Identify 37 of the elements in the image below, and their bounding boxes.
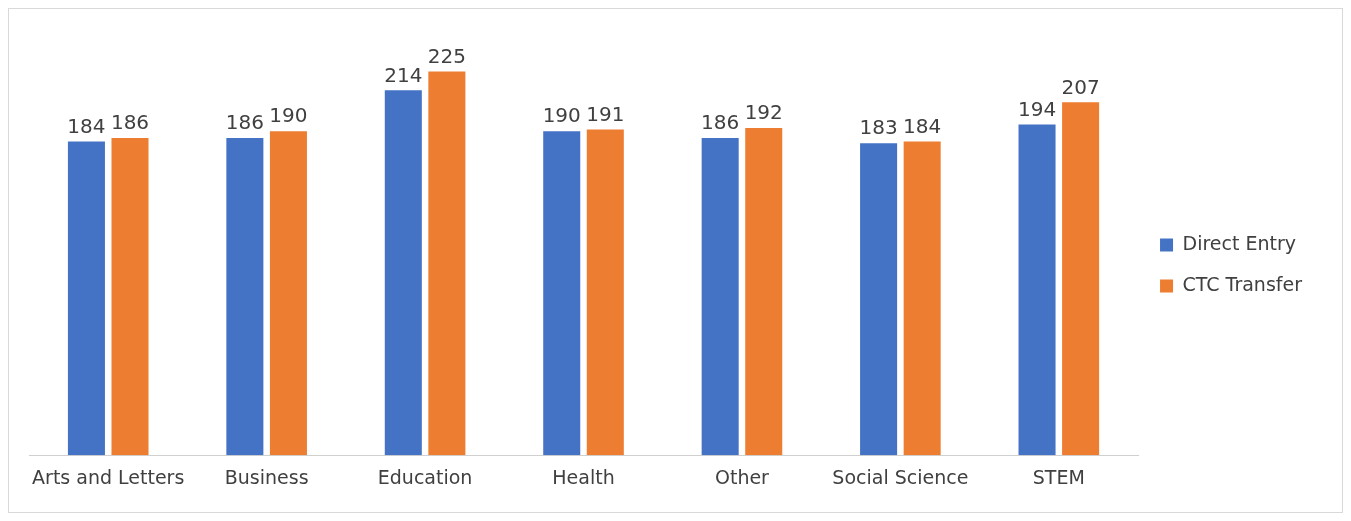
x-tick-label: Business xyxy=(224,465,309,488)
bar xyxy=(903,141,941,456)
bar xyxy=(543,131,581,456)
bar xyxy=(1062,102,1100,456)
bar xyxy=(860,143,898,456)
bar xyxy=(701,138,739,456)
bar xyxy=(111,138,149,456)
bar xyxy=(384,90,422,456)
bar xyxy=(1018,124,1056,456)
data-label: 186 xyxy=(225,110,264,135)
bar xyxy=(269,131,307,456)
data-label: 184 xyxy=(903,113,942,138)
bar xyxy=(586,129,624,456)
x-tick-label: Other xyxy=(714,465,770,488)
data-label: 186 xyxy=(701,110,740,135)
x-tick-label: Health xyxy=(552,465,615,488)
x-tick-label: Education xyxy=(377,465,473,488)
bar xyxy=(428,71,466,456)
bar xyxy=(745,127,783,456)
data-label: 207 xyxy=(1061,74,1100,99)
x-tick-label: Arts and Letters xyxy=(32,465,185,488)
data-label: 225 xyxy=(427,43,466,68)
data-label: 192 xyxy=(744,100,783,125)
data-label: 183 xyxy=(859,115,898,140)
data-label: 191 xyxy=(586,101,625,126)
bar xyxy=(67,141,105,456)
data-label: 190 xyxy=(269,103,308,128)
data-label: 190 xyxy=(542,103,581,128)
x-tick-label: STEM xyxy=(1032,465,1085,488)
legend-label: Direct Entry xyxy=(1182,231,1297,254)
bar xyxy=(226,138,264,456)
legend-label: CTC Transfer xyxy=(1182,272,1303,295)
data-label: 184 xyxy=(67,113,106,138)
data-label: 186 xyxy=(110,110,150,135)
x-tick-label: Social Science xyxy=(832,465,969,488)
data-label: 194 xyxy=(1017,96,1057,121)
data-label: 214 xyxy=(384,62,423,87)
